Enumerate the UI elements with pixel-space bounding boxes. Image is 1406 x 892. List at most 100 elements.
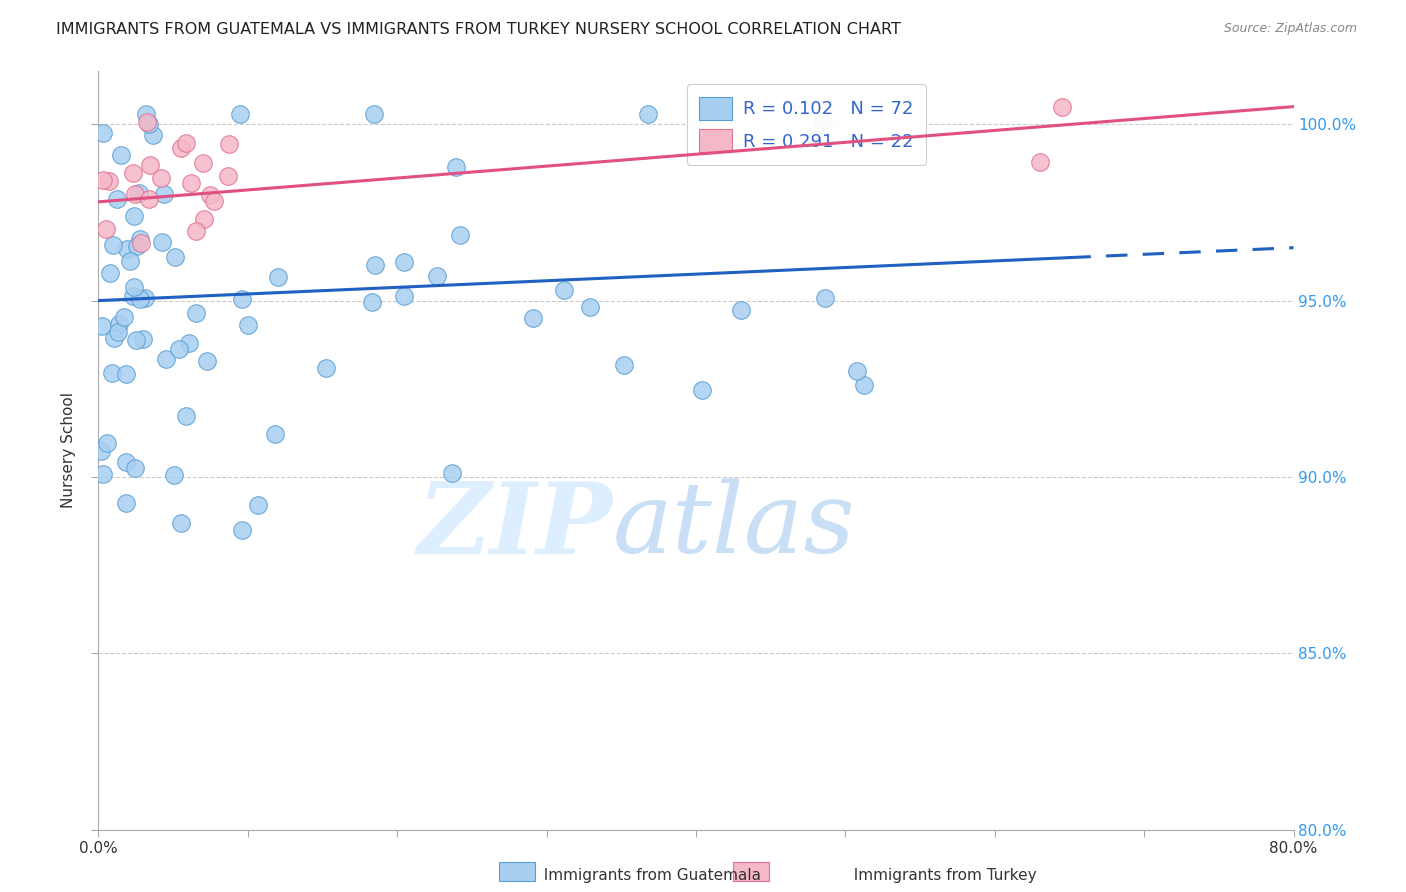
Point [218,136,240,151]
Point [394,289,416,303]
Point [238,318,260,332]
Point [846,364,869,378]
Point [730,303,752,318]
Text: Immigrants from Turkey: Immigrants from Turkey [844,869,1036,883]
Point [94,222,117,236]
Point [167,342,190,356]
Point [114,310,136,325]
Point [128,232,150,246]
Point [193,156,215,170]
Point [814,291,837,305]
Point [1050,100,1073,114]
Point [122,289,145,303]
Point [155,352,177,367]
Point [150,171,173,186]
Point [315,361,337,376]
Point [91,127,114,141]
Text: Source: ZipAtlas.com: Source: ZipAtlas.com [1223,22,1357,36]
Legend: R = 0.102   N = 72, R = 0.291   N = 22: R = 0.102 N = 72, R = 0.291 N = 22 [686,84,927,165]
Point [247,498,270,512]
Point [134,291,156,305]
Point [101,238,124,252]
Bar [733,862,769,881]
Text: atlas: atlas [613,479,855,574]
Point [231,292,253,306]
Point [124,279,146,293]
Point [1028,154,1050,169]
Point [266,270,288,285]
Point [553,283,575,297]
Point [115,455,138,469]
Point [91,319,114,334]
Point [115,243,138,257]
Point [184,306,207,320]
Point [110,148,132,162]
Point [637,106,659,120]
Point [131,332,153,346]
Point [449,228,471,243]
Point [522,310,544,325]
Point [852,377,875,392]
Y-axis label: Nursery School: Nursery School [60,392,76,508]
Point [153,187,176,202]
Point [138,117,160,131]
Point [811,113,834,128]
Point [163,468,186,483]
Text: IMMIGRANTS FROM GUATEMALA VS IMMIGRANTS FROM TURKEY NURSERY SCHOOL CORRELATION C: IMMIGRANTS FROM GUATEMALA VS IMMIGRANTS … [56,22,901,37]
Point [107,325,129,339]
Point [135,106,157,120]
Point [105,192,128,206]
Point [120,254,142,268]
Point [364,258,387,272]
Point [392,255,415,269]
Point [114,496,136,510]
Point [98,174,121,188]
Point [91,173,114,187]
Point [186,224,208,238]
Point [170,516,193,530]
Point [139,159,162,173]
Point [121,165,143,179]
Point [124,187,146,202]
Point [195,354,218,368]
Point [613,358,636,372]
Point [198,187,221,202]
Point [107,317,129,331]
Point [193,211,215,226]
Point [127,239,149,253]
Point [229,106,252,120]
Point [177,335,200,350]
Point [360,294,382,309]
Text: ZIP: ZIP [418,478,613,574]
Point [152,235,174,249]
Point [125,333,148,347]
Point [124,209,146,223]
Point [96,436,118,450]
Bar [499,862,536,881]
Point [129,235,152,250]
Point [231,523,253,537]
Point [103,331,125,345]
Point [444,160,467,174]
Point [690,384,713,398]
Point [426,268,449,283]
Point [440,466,463,480]
Point [101,366,124,380]
Text: Immigrants from Guatemala: Immigrants from Guatemala [534,869,761,883]
Point [115,367,138,381]
Point [217,169,239,183]
Point [128,186,150,200]
Point [138,192,160,206]
Point [174,409,197,423]
Point [90,444,112,458]
Point [180,176,202,190]
Point [363,106,385,120]
Point [174,136,197,150]
Point [124,460,146,475]
Point [165,250,187,264]
Point [98,267,121,281]
Point [202,194,225,209]
Point [264,427,287,442]
Point [91,467,114,481]
Point [170,140,193,154]
